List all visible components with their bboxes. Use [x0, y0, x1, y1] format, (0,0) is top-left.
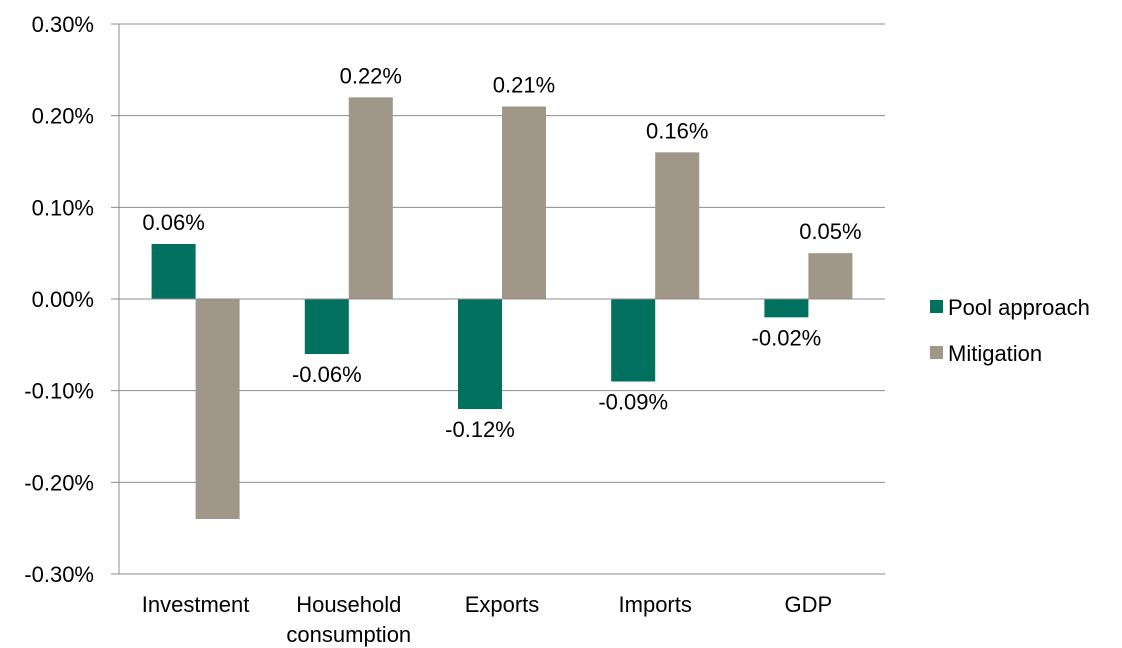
- category-label: Household consumption: [286, 592, 411, 647]
- y-tick-label: -0.10%: [24, 379, 94, 404]
- y-tick-label: 0.30%: [32, 12, 94, 37]
- bar-pool-approach: [151, 244, 196, 299]
- bar-pool-approach: [764, 299, 809, 318]
- category-label: Imports: [619, 592, 692, 617]
- y-tick-label: 0.00%: [32, 287, 94, 312]
- legend-swatch: [930, 300, 943, 313]
- legend-label: Mitigation: [948, 341, 1042, 366]
- legend-label: Pool approach: [948, 295, 1090, 320]
- data-label: 0.06%: [142, 210, 204, 235]
- category-labels: Investment Household consumption Exports Imp…: [142, 592, 832, 647]
- y-tick-label: 0.20%: [32, 104, 94, 129]
- category-label: Exports: [465, 592, 540, 617]
- bar-mitigation: [348, 97, 393, 299]
- bar-mitigation: [502, 106, 546, 299]
- bar-mitigation: [195, 299, 240, 519]
- bar-pool-approach: [458, 299, 502, 409]
- data-label: -0.12%: [445, 417, 515, 442]
- legend: Pool approach Mitigation: [930, 295, 1090, 366]
- data-label: -0.09%: [598, 390, 668, 415]
- data-label: -0.06%: [292, 362, 362, 387]
- bar-mitigation: [655, 152, 700, 299]
- bar-pool-approach: [611, 299, 656, 382]
- bar-mitigation: [808, 253, 853, 299]
- legend-swatch: [930, 346, 943, 359]
- y-tick-label: 0.10%: [32, 195, 94, 220]
- bar-pool-approach: [304, 299, 349, 354]
- data-label: -0.02%: [752, 325, 822, 350]
- data-label: 0.21%: [493, 73, 555, 98]
- data-label: 0.22%: [340, 63, 402, 88]
- data-labels: 0.06% -0.06% -0.12% -0.09% -0.02% 0.22% 0.21% 0…: [142, 63, 861, 442]
- y-tick-label: -0.20%: [24, 470, 94, 495]
- data-label: 0.16%: [646, 118, 708, 143]
- data-label: 0.05%: [799, 219, 861, 244]
- bars: [151, 97, 853, 519]
- category-label: GDP: [785, 592, 833, 617]
- y-tick-label: -0.30%: [24, 562, 94, 587]
- axes: [118, 24, 885, 574]
- y-axis-tick-labels: 0.30% 0.20% 0.10% 0.00% -0.10% -0.20% -0.30%: [24, 12, 94, 587]
- category-label: Investment: [142, 592, 250, 617]
